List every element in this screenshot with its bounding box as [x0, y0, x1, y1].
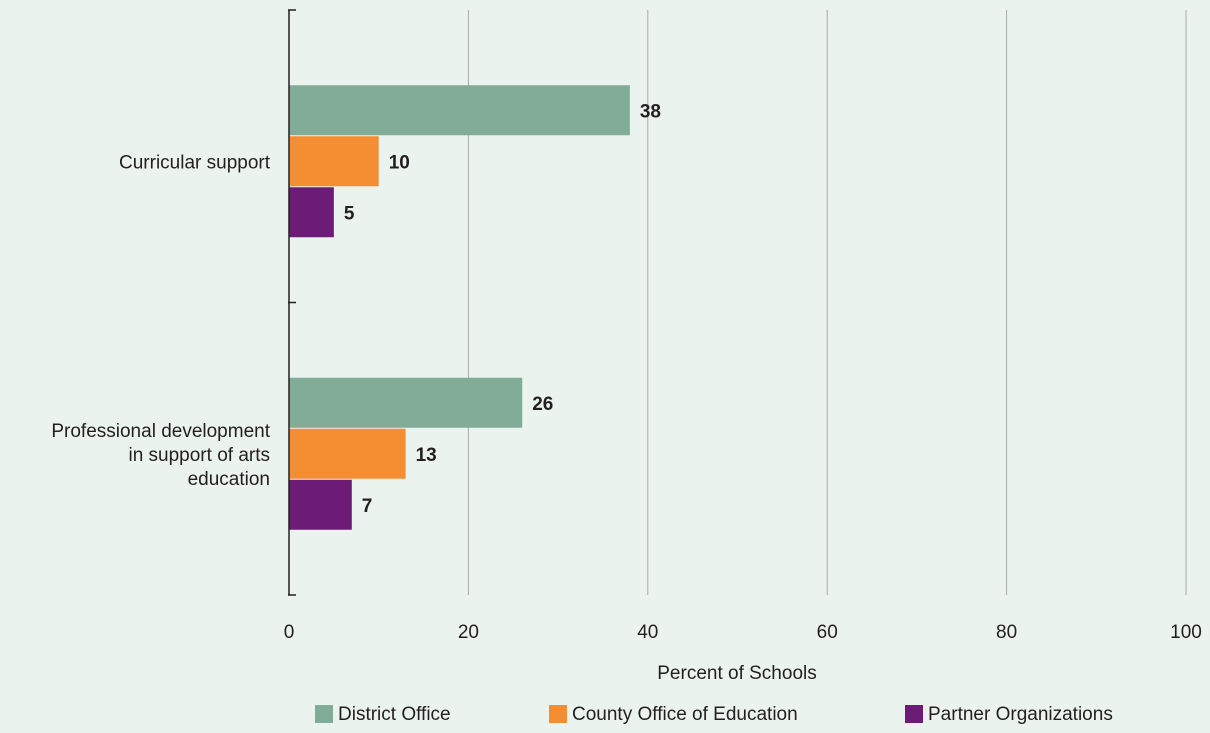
- data-label: 38: [640, 101, 661, 122]
- bar: [289, 377, 523, 428]
- legend-label: Partner Organizations: [928, 704, 1113, 725]
- legend-swatch: [315, 705, 333, 723]
- data-label: 7: [362, 496, 373, 517]
- y-axis: [288, 9, 296, 596]
- bar: [289, 136, 379, 187]
- bars: [289, 85, 630, 530]
- labels: 0 20 40 60 80 100 38 10 5 Curricular support 26 13 7…: [51, 101, 1201, 643]
- legend: District Office County Office of Educatio…: [315, 704, 1113, 725]
- legend-swatch: [549, 705, 567, 723]
- x-tick-label: 60: [817, 622, 838, 643]
- x-tick-label: 80: [996, 622, 1017, 643]
- bar: [289, 85, 630, 136]
- x-tick-label: 100: [1170, 622, 1202, 643]
- category-label-line: Professional development: [51, 421, 270, 442]
- legend-label: District Office: [338, 704, 451, 725]
- gridlines: [467, 10, 1187, 595]
- category-label-line: in support of arts: [128, 445, 270, 466]
- category-label-line: education: [188, 469, 270, 490]
- category-label-line: Curricular support: [119, 152, 271, 173]
- data-label: 26: [532, 394, 553, 415]
- bar: [289, 187, 334, 238]
- data-label: 5: [344, 203, 355, 224]
- x-tick-label: 40: [637, 622, 658, 643]
- x-tick-label: 20: [458, 622, 479, 643]
- category-label: Professional development in support of ar…: [51, 421, 270, 490]
- x-tick-label: 0: [284, 622, 295, 643]
- bar: [289, 428, 406, 479]
- data-label: 10: [389, 152, 410, 173]
- legend-swatch: [905, 705, 923, 723]
- legend-label: County Office of Education: [572, 704, 798, 725]
- category-label: Curricular support: [119, 152, 271, 173]
- bar: [289, 479, 352, 530]
- x-axis-title: Percent of Schools: [657, 663, 816, 684]
- data-label: 13: [416, 445, 437, 466]
